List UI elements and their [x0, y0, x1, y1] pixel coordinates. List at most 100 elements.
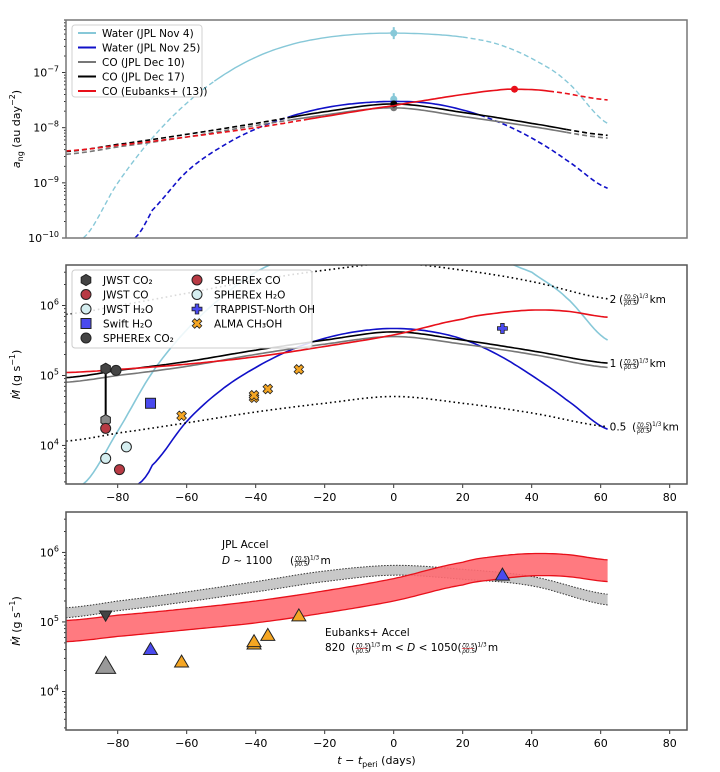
- legend-label: Water (JPL Nov 4): [102, 28, 194, 40]
- annotation-formula-part: m < D < 1050: [381, 642, 457, 654]
- curve-label-number: 2: [610, 294, 617, 306]
- data-point: [176, 410, 187, 422]
- axes-panel-middle: 106 105 104 −80 −60 −40 −20 0 20 40 60 80 Ṁ (g s−1): [8, 271, 677, 504]
- x-tick-label: −60: [175, 737, 198, 750]
- x-tick-label: −80: [106, 491, 129, 504]
- fraction-denominator: ρ0.5: [356, 649, 369, 655]
- data-point: [100, 362, 111, 375]
- legend-label: SPHEREx CO₂: [103, 333, 174, 345]
- x-tick-label: −20: [313, 737, 336, 750]
- fraction-numerator: ζ0.5: [636, 423, 650, 429]
- band-lower-edge: [66, 574, 608, 619]
- band-upper-edge: [66, 552, 608, 622]
- legend-box: [71, 24, 203, 98]
- y-tick-label: 104: [40, 684, 59, 699]
- curve-label-number: 1: [610, 358, 617, 370]
- fraction-denominator: ρ0.5: [637, 429, 650, 435]
- legend-label: JWST CO₂: [102, 275, 153, 287]
- y-tick-label: 10−8: [33, 120, 59, 135]
- x-tick-label: −20: [313, 491, 336, 504]
- fraction-numerator: ζ0.5: [623, 295, 637, 301]
- series-line-dashed: [66, 116, 291, 153]
- annotation-title: JPL Accel: [221, 539, 269, 551]
- series-line: [66, 331, 608, 379]
- curve-label-unit: km: [663, 422, 679, 434]
- fraction-expression: (: [457, 642, 461, 654]
- fraction-expression: (: [632, 422, 636, 434]
- x-tick-label: 0: [390, 491, 397, 504]
- data-point: [80, 273, 92, 287]
- data-point: [262, 383, 274, 395]
- x-tick-label: 20: [456, 737, 470, 750]
- legend-label: JWST CO: [102, 290, 149, 302]
- fraction-expression: (: [290, 555, 294, 567]
- fraction-exponent: 1/3: [310, 555, 320, 561]
- y-tick-label: 10−10: [28, 230, 59, 245]
- axes-panel-bottom: 106 105 104 −80 −60 −40 −20 0 20 40 60 80 Ṁ (g s−1) t…: [8, 518, 677, 769]
- x-tick-label: −40: [244, 737, 267, 750]
- legend-top: Water (JPL Nov 4) Water (JPL Nov 25) CO (J…: [71, 24, 207, 98]
- fraction-expression: (: [619, 294, 623, 306]
- x-tick-label: 0: [390, 737, 397, 750]
- series-line-dashed: [479, 114, 608, 189]
- fraction-denominator: ρ0.5: [295, 562, 308, 568]
- fraction-close: ): [306, 555, 310, 567]
- legend-label: CO (JPL Dec 10): [102, 57, 185, 69]
- y-tick-label: 10−9: [33, 175, 59, 190]
- x-tick-label: 80: [663, 491, 677, 504]
- x-tick-label: 80: [663, 737, 677, 750]
- x-tick-label: −40: [244, 491, 267, 504]
- series-line-solid: [290, 100, 481, 118]
- curve-label: 2(ζ0.5ρ0.5) 1/3 km: [610, 294, 666, 307]
- annotation-unit: m: [320, 555, 330, 567]
- series-line-dashed: [566, 128, 608, 137]
- annotation-title: Eubanks+ Accel: [325, 627, 410, 639]
- plot-frame: [65, 264, 688, 485]
- fraction-numerator: ζ0.5: [294, 556, 308, 562]
- fraction-exponent: 1/3: [639, 294, 649, 300]
- data-point: [191, 303, 203, 315]
- series-line-solid: [307, 88, 550, 121]
- series-line-dashed: [82, 80, 215, 238]
- fraction-expression: (: [619, 358, 623, 370]
- x-tick-label: 60: [594, 491, 608, 504]
- series-group-top: [66, 27, 608, 238]
- curve-label-unit: km: [650, 294, 666, 306]
- fraction-numerator: ζ0.5: [355, 643, 369, 649]
- curve-label: 0.5 (ζ0.5ρ0.5) 1/3 km: [610, 422, 679, 435]
- legend-label: JWST H₂O: [102, 304, 153, 316]
- legend-label: TRAPPIST-North OH: [213, 304, 315, 316]
- x-tick-label: 60: [594, 737, 608, 750]
- fraction-close: ): [648, 422, 652, 434]
- series-group-bottom: [66, 552, 608, 674]
- data-point: [191, 274, 203, 286]
- data-point: [246, 633, 262, 648]
- y-tick-label: 105: [40, 614, 59, 629]
- x-tick-label: −60: [175, 491, 198, 504]
- legend-label: SPHEREx H₂O: [214, 290, 285, 302]
- data-point: [494, 567, 511, 581]
- y-tick-label: 104: [40, 437, 59, 452]
- data-point: [80, 318, 92, 329]
- fraction-close: ): [635, 294, 639, 306]
- fraction-denominator: ρ0.5: [462, 649, 475, 655]
- data-point: [293, 364, 305, 375]
- annotation-unit: m: [488, 642, 498, 654]
- y-tick-label: 106: [40, 544, 59, 559]
- data-point: [100, 422, 112, 434]
- y-tick-label: 10−7: [33, 65, 59, 80]
- size-curve-dotted: [66, 395, 608, 442]
- x-axis-label: t − tperi (days): [337, 754, 415, 769]
- data-point: [248, 389, 260, 401]
- fraction-close: ): [367, 642, 371, 654]
- fraction-exponent: 1/3: [371, 642, 381, 648]
- series-group-middle: [66, 265, 609, 484]
- fraction-exponent: 1/3: [652, 422, 662, 428]
- y-tick-label: 106: [40, 298, 59, 313]
- legend-label: ALMA CH₃OH: [214, 319, 282, 331]
- series-line: [137, 327, 608, 484]
- x-tick-label: 40: [525, 491, 539, 504]
- fraction-expression: (: [351, 642, 355, 654]
- fraction-denominator: ρ0.5: [624, 301, 637, 307]
